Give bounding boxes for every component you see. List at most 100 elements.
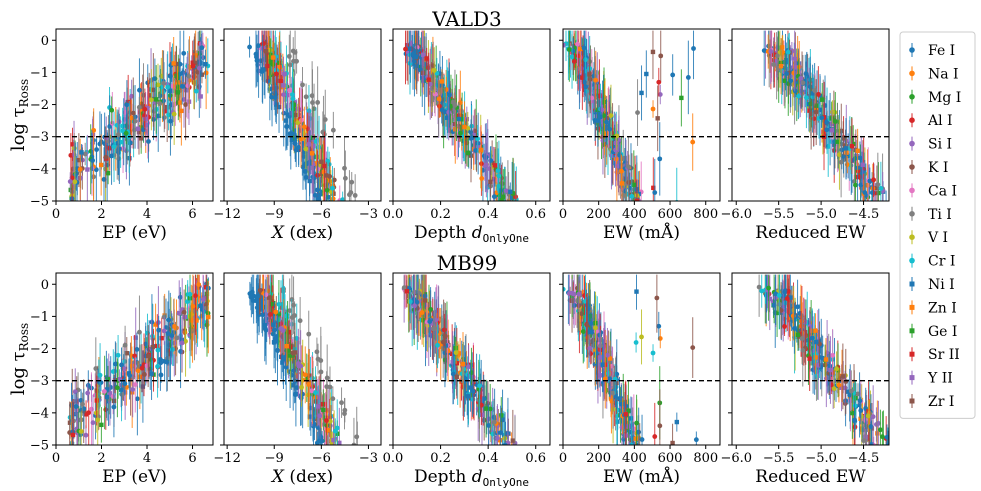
data-point: [130, 110, 136, 116]
data-point: [285, 348, 291, 353]
data-point: [652, 190, 658, 195]
data-point: [247, 44, 252, 50]
data-point: [72, 179, 78, 185]
data-point: [656, 323, 662, 329]
data-point: [456, 351, 462, 356]
x-tick-label: 0.0: [383, 207, 404, 222]
data-point: [499, 190, 505, 196]
data-point: [870, 190, 875, 196]
data-point: [503, 202, 508, 207]
data-point: [499, 197, 504, 201]
data-point: [113, 136, 118, 141]
data-point: [143, 341, 149, 347]
data-point: [498, 430, 504, 436]
data-point: [285, 92, 290, 98]
x-tick-label: −6.0: [720, 207, 752, 222]
legend-marker: [909, 234, 915, 240]
data-point: [493, 190, 499, 196]
data-point: [639, 90, 644, 96]
data-point: [569, 290, 575, 296]
data-point: [79, 150, 84, 155]
data-point: [578, 66, 584, 71]
x-axis-label: EP (eV): [102, 223, 167, 243]
data-point: [576, 291, 582, 297]
data-point: [340, 197, 346, 201]
legend-label: Si I: [928, 137, 952, 153]
data-point: [281, 83, 286, 88]
data-point: [282, 71, 287, 77]
data-point: [626, 164, 631, 170]
data-point: [613, 140, 619, 146]
y-tick-label: −2: [30, 342, 49, 357]
data-point: [190, 303, 196, 309]
data-point: [206, 314, 211, 320]
data-point: [489, 160, 495, 166]
data-series: [563, 30, 696, 201]
data-point: [459, 117, 465, 122]
data-point: [838, 159, 844, 165]
data-point: [135, 368, 141, 374]
data-point: [124, 102, 130, 108]
data-point: [283, 118, 289, 123]
data-point: [595, 118, 601, 124]
data-point: [634, 420, 639, 426]
data-point: [326, 195, 331, 200]
data-point: [274, 102, 279, 107]
legend-label: Al I: [927, 113, 953, 129]
data-point: [287, 308, 293, 314]
data-point: [177, 100, 183, 105]
data-point: [318, 358, 324, 363]
data-point: [169, 347, 175, 352]
data-point: [440, 339, 446, 345]
data-point: [403, 46, 408, 52]
data-point: [339, 400, 344, 406]
data-point: [322, 163, 327, 169]
legend-label: Mg I: [928, 90, 961, 106]
data-point: [652, 434, 658, 439]
data-point: [161, 80, 166, 86]
data-point: [419, 49, 425, 54]
data-point: [878, 186, 884, 191]
data-point: [413, 54, 419, 59]
data-point: [304, 375, 309, 380]
data-series: [761, 30, 887, 201]
data-point: [439, 79, 445, 84]
data-point: [306, 382, 311, 387]
data-point: [283, 364, 289, 370]
data-point: [120, 128, 126, 134]
data-point: [168, 351, 173, 356]
x-axis-label: Reduced EW: [755, 223, 866, 243]
data-point: [146, 139, 151, 144]
data-point: [824, 120, 830, 125]
data-point: [132, 118, 138, 124]
x-tick-label: −3: [359, 207, 378, 222]
data-point: [426, 77, 431, 82]
data-series: [67, 274, 211, 445]
x-axis-label: X (dex): [270, 467, 333, 487]
data-point: [620, 155, 626, 161]
data-point: [296, 363, 302, 369]
data-point: [337, 440, 342, 445]
row-title-mb99: MB99: [437, 251, 498, 275]
data-point: [608, 113, 614, 118]
data-point: [626, 408, 631, 413]
data-point: [615, 163, 620, 169]
data-point: [315, 404, 320, 409]
data-point: [157, 101, 163, 107]
data-point: [145, 106, 150, 111]
data-point: [450, 371, 456, 377]
data-point: [798, 75, 804, 81]
x-axis-label: EP (eV): [102, 467, 167, 487]
data-point: [639, 334, 644, 340]
data-point: [265, 288, 270, 294]
data-point: [149, 371, 154, 376]
data-point: [118, 387, 124, 392]
data-point: [314, 161, 319, 166]
data-point: [171, 324, 177, 329]
data-point: [302, 372, 308, 378]
data-point: [506, 198, 512, 201]
data-point: [185, 83, 191, 89]
data-point: [860, 162, 865, 167]
data-point: [101, 177, 107, 182]
